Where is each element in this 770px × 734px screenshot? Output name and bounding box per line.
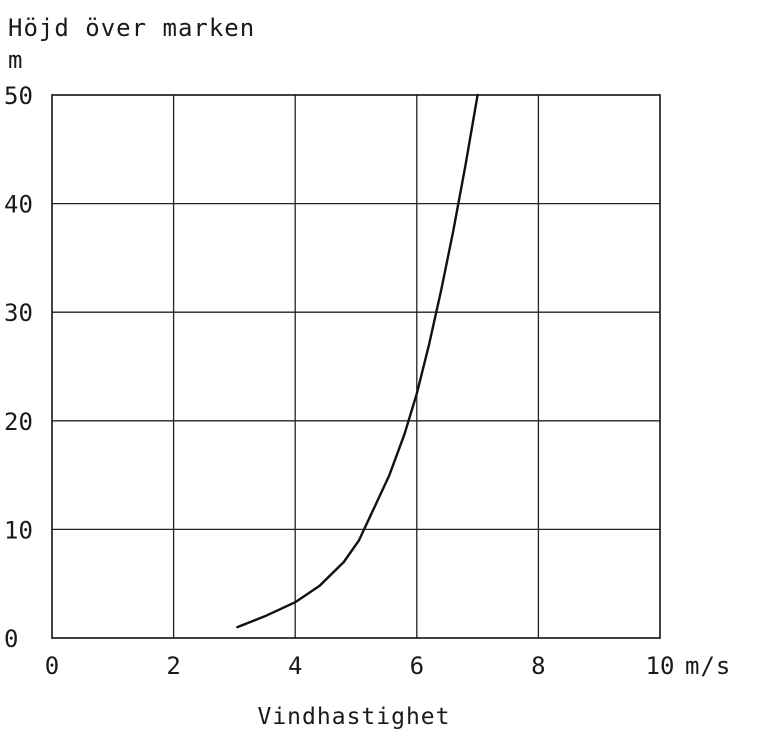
y-tick-label-0: 0 [4, 625, 18, 653]
y-tick-label-30: 30 [4, 299, 33, 327]
x-tick-label-6: 6 [410, 652, 424, 680]
y-axis-unit: m [8, 46, 23, 74]
grid [52, 95, 660, 638]
y-tick-label-40: 40 [4, 191, 33, 219]
y-tick-label-50: 50 [4, 82, 33, 110]
x-axis-unit: m/s [685, 652, 731, 680]
series-layer [237, 95, 477, 627]
x-axis-label: Vindhastighet [257, 704, 450, 729]
x-tick-label-0: 0 [45, 652, 59, 680]
tick-labels: 0 10 20 30 40 50 0 2 4 6 8 10 [4, 82, 674, 680]
y-axis-label: Höjd över marken [8, 14, 255, 42]
plot-frame [52, 95, 660, 638]
x-tick-label-4: 4 [288, 652, 302, 680]
y-tick-label-10: 10 [4, 516, 33, 544]
labels: Höjd över marken m Vindhastighet m/s [8, 14, 731, 729]
x-tick-label-2: 2 [166, 652, 180, 680]
axes [52, 95, 660, 638]
series-line-0 [237, 95, 477, 627]
y-tick-label-20: 20 [4, 408, 33, 436]
x-tick-label-8: 8 [531, 652, 545, 680]
x-tick-label-10: 10 [646, 652, 675, 680]
